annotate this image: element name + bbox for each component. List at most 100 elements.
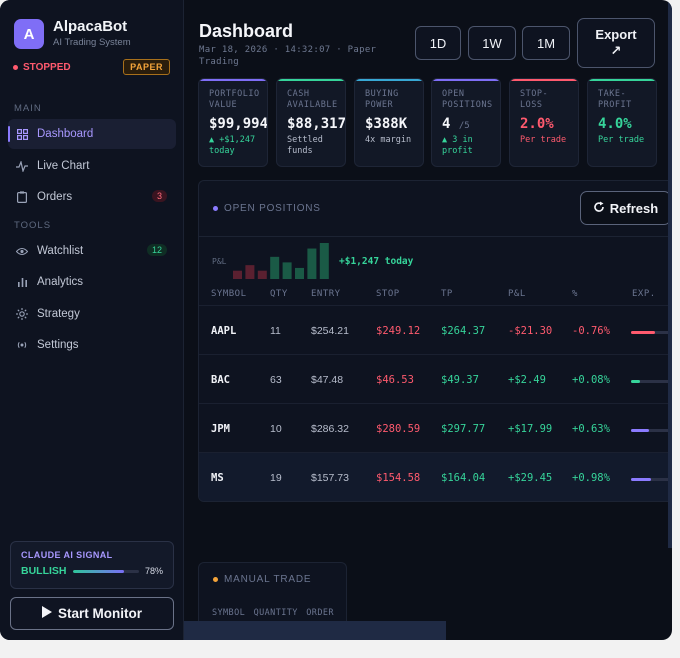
arrow-up-right-icon: ↗ [610,43,622,58]
cell-symbol: BAC [211,374,230,386]
export-button[interactable]: Export ↗ [577,18,655,68]
cell-qty: 11 [270,325,281,337]
timeframe-1w-button[interactable]: 1W [468,26,516,60]
cell-entry: $254.21 [311,325,349,337]
bot-status: STOPPED [13,62,71,73]
cell-pnl: -$21.30 [508,325,553,337]
column-header-symbol: SYMBOL [211,289,247,299]
watchlist-count-badge: 12 [146,244,167,256]
timeframe-1m-button[interactable]: 1M [522,26,570,60]
eye-icon [16,245,28,257]
pnl-sparkline [233,243,329,279]
trading-mode-badge: PAPER [123,59,170,75]
exposure-fill [631,331,656,334]
sparkline-bar [245,265,255,279]
sun-icon [16,308,28,320]
status-dot-icon [13,64,18,70]
vertical-scrollbar[interactable] [668,0,672,548]
exposure-bar [631,429,671,432]
exposure-bar [631,380,671,383]
cell-entry: $47.48 [311,374,344,386]
refresh-button[interactable]: Refresh [580,191,671,225]
grid-icon [16,128,28,140]
sidebar-item-label: Watchlist [37,245,84,257]
stat-value: 4 [442,116,451,132]
cell-pnl: +$2.49 [508,374,546,386]
sidebar-item-label: Analytics [37,276,84,288]
stat-card-take-profit: TAKE- PROFIT 4.0% Per trade [587,78,657,167]
cell-tp: $49.37 [441,374,479,386]
cell-entry: $286.32 [311,423,349,435]
sparkline-bar [319,243,329,279]
nav-section-tools: TOOLS [14,220,52,231]
open-positions-header: OPEN POSITIONS [213,203,321,214]
table-row[interactable]: JPM 10 $286.32 $280.59 $297.77 +$17.99 +… [199,403,671,452]
sidebar-item-dashboard[interactable]: Dashboard [8,119,176,149]
start-monitor-label: Start Monitor [58,606,142,621]
sidebar-item-strategy[interactable]: Strategy [8,299,176,329]
table-row[interactable]: AAPL 11 $254.21 $249.12 $264.37 -$21.30 … [199,305,671,354]
stat-value: 4.0% [598,116,632,132]
ai-signal-card: CLAUDE AI SIGNAL BULLISH 78% [10,541,174,589]
cell-qty: 10 [270,423,282,435]
cell-symbol: JPM [211,423,230,435]
horizontal-scrollbar[interactable] [184,621,446,640]
stat-value: $388K [365,116,408,132]
brand: A AlpacaBot AI Trading System [14,19,131,49]
sidebar-item-watchlist[interactable]: Watchlist 12 [8,236,176,266]
refresh-label: Refresh [609,200,659,216]
cell-stop: $249.12 [376,325,421,337]
brand-name: AlpacaBot [53,18,128,35]
timeframe-1d-button[interactable]: 1D [415,26,461,60]
stat-card-open-positions: OPEN POSITIONS 4 /5 ▲ 3 in profit [431,78,501,167]
stat-label: BUYING POWER [365,89,399,110]
cell-pct: +0.63% [572,423,610,435]
manual-trade-header: MANUAL TRADE [213,574,311,585]
cell-symbol: MS [211,472,224,484]
column-header-exposure: EXP. [632,289,656,299]
sidebar-item-orders[interactable]: Orders 3 [8,182,176,212]
stat-sub: 4x margin [365,135,412,145]
pulse-icon [16,160,28,172]
sparkline-bar [233,270,242,279]
sidebar-item-label: Dashboard [37,128,94,140]
sparkline-bar [307,248,317,279]
cell-qty: 19 [270,472,282,484]
section-dot-icon [213,577,218,582]
sidebar-item-live-chart[interactable]: Live Chart [8,151,176,181]
open-positions-panel: OPEN POSITIONS Refresh P&L +$1,247 today… [198,180,672,502]
exposure-bar [631,331,671,334]
sparkline-bar [295,267,304,279]
sidebar-item-label: Orders [37,191,73,203]
ai-signal-value: BULLISH [21,565,67,577]
stat-label: OPEN POSITIONS [442,89,493,110]
sidebar-item-settings[interactable]: Settings [8,330,176,360]
cell-tp: $264.37 [441,325,486,337]
stat-card-buying-power: BUYING POWER $388K 4x margin [354,78,424,167]
table-row[interactable]: BAC 63 $47.48 $46.53 $49.37 +$2.49 +0.08… [199,354,671,403]
sidebar-item-analytics[interactable]: Analytics [8,267,176,297]
refresh-icon [593,201,605,216]
stat-sub: Per trade [598,135,645,145]
stat-label: CASH AVAILABLE [287,89,338,110]
start-monitor-button[interactable]: Start Monitor [10,597,174,630]
column-header-tp: TP [441,289,453,299]
stat-value: $99,994 [209,116,268,132]
cell-pnl: +$29.45 [508,472,553,484]
brand-logo: A [14,19,44,49]
exposure-fill [631,478,652,481]
bot-status-label: STOPPED [23,61,71,73]
stat-sub: ▲ +$1,247 today [209,135,256,156]
table-row[interactable]: MS 19 $157.73 $154.58 $164.04 +$29.45 +0… [199,452,671,501]
nav-section-main: MAIN [14,103,42,114]
ai-signal-confidence-bar [72,569,139,573]
cell-stop: $154.58 [376,472,421,484]
sidebar: A AlpacaBot AI Trading System STOPPED PA… [0,0,184,640]
cell-pnl: +$17.99 [508,423,553,435]
stat-value: 2.0% [520,116,554,132]
cell-pct: -0.76% [572,325,610,337]
column-header-stop: STOP [376,289,400,299]
page-subtitle: Mar 18, 2026 · 14:32:07 · Paper Trading [199,45,377,67]
app-window: A AlpacaBot AI Trading System STOPPED PA… [0,0,672,640]
exposure-fill [631,380,641,383]
